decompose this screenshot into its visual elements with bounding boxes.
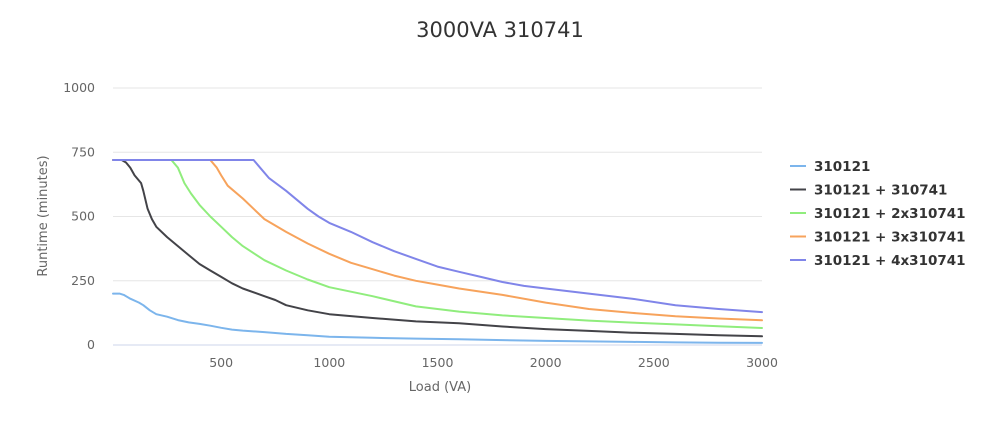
series-line [112,159,763,322]
legend-label: 310121 + 3x310741 [814,230,966,246]
series-lines [112,159,763,344]
y-tick-label: 250 [71,273,95,288]
x-axis-title: Load (VA) [409,380,471,395]
x-tick-label: 500 [209,355,233,370]
chart-title: 3000VA 310741 [416,18,584,42]
legend-label: 310121 [814,159,870,175]
x-tick-label: 1000 [313,355,345,370]
legend-label: 310121 + 4x310741 [814,253,966,269]
series-line [112,159,763,314]
y-tick-label: 1000 [63,80,95,95]
x-tick-label: 2000 [530,355,562,370]
y-axis-title: Runtime (minutes) [36,155,51,276]
legend-label: 310121 + 310741 [814,183,947,199]
axes: 0 250 500 750 1000 500 1000 1500 2000 2500 3000 [63,80,778,370]
series-line [112,159,763,329]
series-line [112,292,763,344]
legend-label: 310121 + 2x310741 [814,206,966,222]
y-tick-label: 500 [71,209,95,224]
series-line [112,159,763,338]
y-tick-label: 0 [87,337,95,352]
x-tick-label: 1500 [422,355,454,370]
x-tick-label: 3000 [746,355,778,370]
grid [113,87,762,282]
legend: 310121 310121 + 310741 310121 + 2x310741 31… [790,159,966,269]
x-tick-label: 2500 [638,355,670,370]
y-tick-label: 750 [71,144,95,159]
